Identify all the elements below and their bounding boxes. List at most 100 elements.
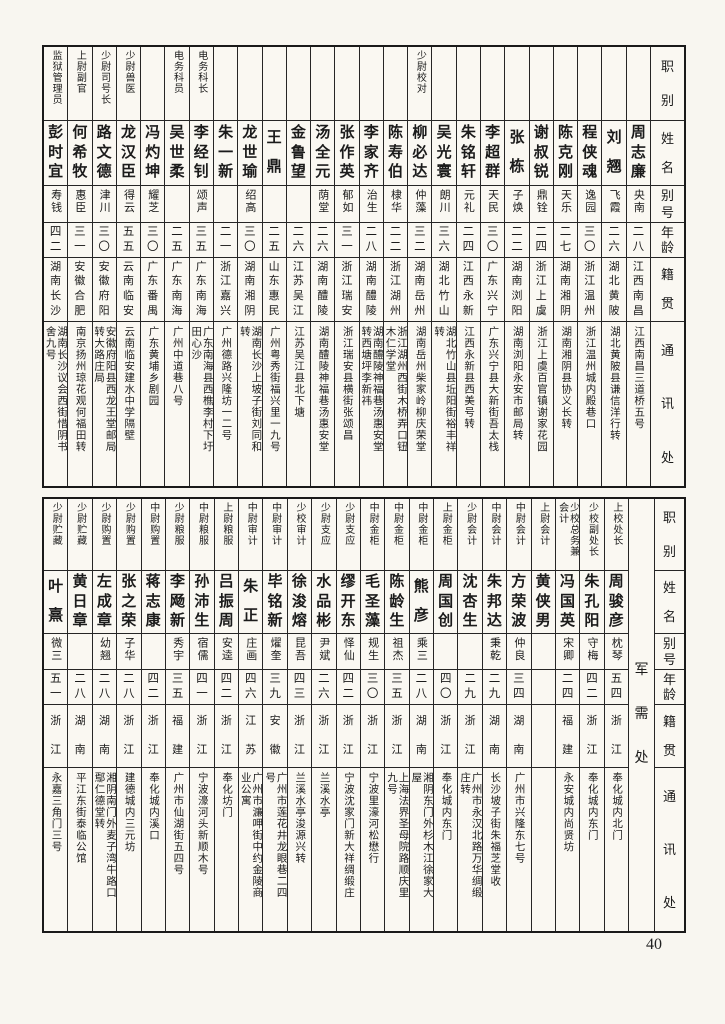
cell-role: 监狱管理员: [43, 47, 68, 122]
cell-origin: 湖南醴陵: [359, 258, 383, 322]
cell-origin: 湖南: [92, 705, 117, 768]
cell-age: 四一: [190, 670, 214, 706]
cell-address: 浙江上虞百官镇谢家花园: [535, 325, 547, 453]
cell-age: 二九: [458, 670, 482, 706]
cell-age: 三〇: [578, 223, 602, 259]
person-column: 少校总务兼会计冯国英宋卿二四福建永安城内尚贤坊: [554, 499, 580, 931]
cell-name: 陈龄生: [385, 571, 409, 634]
cell-name: 王鼎: [262, 121, 286, 186]
cell-origin: 福建: [165, 705, 190, 768]
cell-origin: 浙江: [434, 705, 458, 768]
cell-origin: 湖南湘阴: [553, 258, 578, 322]
cell-age: 二九: [482, 670, 507, 706]
cell-name: 吴光寰: [432, 121, 456, 186]
person-column: 少尉会计沈杏生二九浙江广州市永汉北路万华绸缎庄转: [457, 499, 482, 931]
cell-address: 江西南昌三道桥五号: [633, 325, 645, 430]
cell-age: 三〇: [360, 670, 385, 706]
cell-alias: 仲良: [507, 634, 531, 671]
cell-role: [335, 47, 359, 122]
cell-alias: 央南: [626, 186, 650, 224]
cell-address: 上海法界圣母院路顺庆里九号: [385, 771, 409, 899]
cell-age: 二八: [117, 670, 141, 706]
cell-age: 四二: [580, 670, 604, 706]
cell-origin: 安徽: [263, 705, 287, 768]
cell-age: 二八: [626, 223, 650, 259]
header-label: 别号: [651, 186, 684, 224]
cell-age: 三五: [165, 670, 190, 706]
cell-alias: 秀宇: [165, 634, 190, 671]
cell-address: 湖北黄陂县谦信洋行转: [608, 325, 620, 441]
cell-age: 三四: [507, 670, 531, 706]
cell-alias: 郁如: [335, 186, 359, 224]
cell-origin: 湖北黄陂: [602, 258, 626, 322]
cell-age: 四二: [43, 223, 68, 259]
cell-origin: 云南临安: [116, 258, 141, 322]
cell-name: 吴世柔: [165, 121, 189, 186]
cell-address: 永嘉三角门三号: [50, 771, 62, 853]
cell-alias: 幼翘: [92, 634, 117, 671]
cell-alias: 荫堂: [311, 186, 335, 224]
cell-age: 二一: [213, 223, 238, 259]
cell-origin: 浙江嘉兴: [213, 258, 238, 322]
cell-alias: 绍高: [238, 186, 262, 224]
cell-address: 江西永新县西美号转: [463, 325, 475, 430]
cell-role: 少尉支应: [336, 499, 360, 572]
cell-origin: 湖南: [507, 705, 531, 768]
cell-address: 云南临安建水中学隔壁: [123, 325, 135, 441]
cell-address: 南京扬州琼花观何福田转: [74, 325, 86, 453]
person-column: 龙世瑜绍高三〇湖南湘阴湖南长沙上坡子街刘同和转: [237, 47, 262, 486]
cell-name: 张栋: [505, 121, 529, 186]
cell-address: 永安城内尚贤坊: [562, 771, 574, 853]
cell-age: 三〇: [92, 223, 116, 259]
cell-name: 周骏彦: [604, 571, 628, 634]
person-column: 少尉兽医龙汉臣得云五五云南临安云南临安建水中学隔壁: [115, 47, 141, 486]
cell-alias: 枕琴: [604, 634, 628, 671]
cell-name: 陈寿伯: [383, 121, 408, 186]
cell-role: 少尉兽医: [116, 47, 141, 122]
header-label: 年龄: [651, 223, 684, 259]
person-column: 陈克刚天乐二七湖南湘阴湖南湘阴县协义长转: [552, 47, 578, 486]
cell-role: [626, 47, 650, 122]
cell-age: 四二: [336, 670, 360, 706]
cell-origin: 湖南浏阳: [505, 258, 529, 322]
cell-address: 奉化城内东门: [586, 771, 598, 841]
person-column: 朱一新二一浙江嘉兴广州德路兴隆坊一二号: [212, 47, 238, 486]
cell-alias: 昆吾: [287, 634, 312, 671]
cell-alias: 寿钱: [43, 186, 68, 224]
cell-alias: 治生: [359, 186, 383, 224]
cell-role: 少尉贮藏: [68, 499, 92, 572]
cell-alias: 朗川: [432, 186, 456, 224]
cell-age: 二七: [553, 223, 578, 259]
person-column: 少尉支应水品彬尹斌二六浙江兰溪水亭: [311, 499, 336, 931]
cell-address: 宁波沈家门新大祥绸缎庄: [342, 771, 354, 899]
cell-role: [553, 47, 578, 122]
cell-origin: 浙江: [312, 705, 336, 768]
cell-alias: 颂声: [189, 186, 213, 224]
cell-address: 奉化城内东门: [440, 771, 452, 841]
header-label: 职别: [655, 499, 684, 572]
cell-address: 宁波里濠河松懋行: [367, 771, 379, 864]
cell-name: 路文德: [92, 121, 116, 186]
cell-age: 三六: [432, 223, 456, 259]
cell-origin: 广东兴宁: [481, 258, 505, 322]
cell-name: 吕振周: [214, 571, 238, 634]
person-column: 王鼎二五山东惠民广州粤秀街福兴里一九号: [261, 47, 286, 486]
person-column: 少尉贮藏黄日章二八湖南平江东街泰临公馆: [67, 499, 92, 931]
cell-name: 柳必达: [408, 121, 432, 186]
person-column: 少尉粮服李飏新秀宇三五福建广州市仙湖街五四号: [164, 499, 190, 931]
person-column: 少尉购置左成章幼翘二八湖南湘阴南门外麦子湾牛路口鄢仁德堂转: [91, 499, 117, 931]
cell-name: 汤全元: [311, 121, 335, 186]
cell-address: 广州粤秀街福兴里一九号: [268, 325, 280, 453]
cell-name: 彭时宜: [43, 121, 68, 186]
cell-alias: [286, 186, 311, 224]
cell-alias: 安逵: [214, 634, 238, 671]
cell-alias: 飞霞: [602, 186, 626, 224]
cell-address: 兰溪水亭浚源兴转: [294, 771, 306, 864]
person-column: 少尉支应缪开东怿仙四二浙江宁波沈家门新大祥绸缎庄: [335, 499, 360, 931]
person-column: 少校审计徐浚熔昆吾四三浙江兰溪水亭浚源兴转: [286, 499, 312, 931]
cell-alias: 宋卿: [555, 634, 580, 671]
cell-age: 二六: [602, 223, 626, 259]
cell-role: 少校总务兼会计: [555, 499, 580, 572]
cell-origin: 浙江瑞安: [335, 258, 359, 322]
cell-role: 少尉购置: [117, 499, 141, 572]
